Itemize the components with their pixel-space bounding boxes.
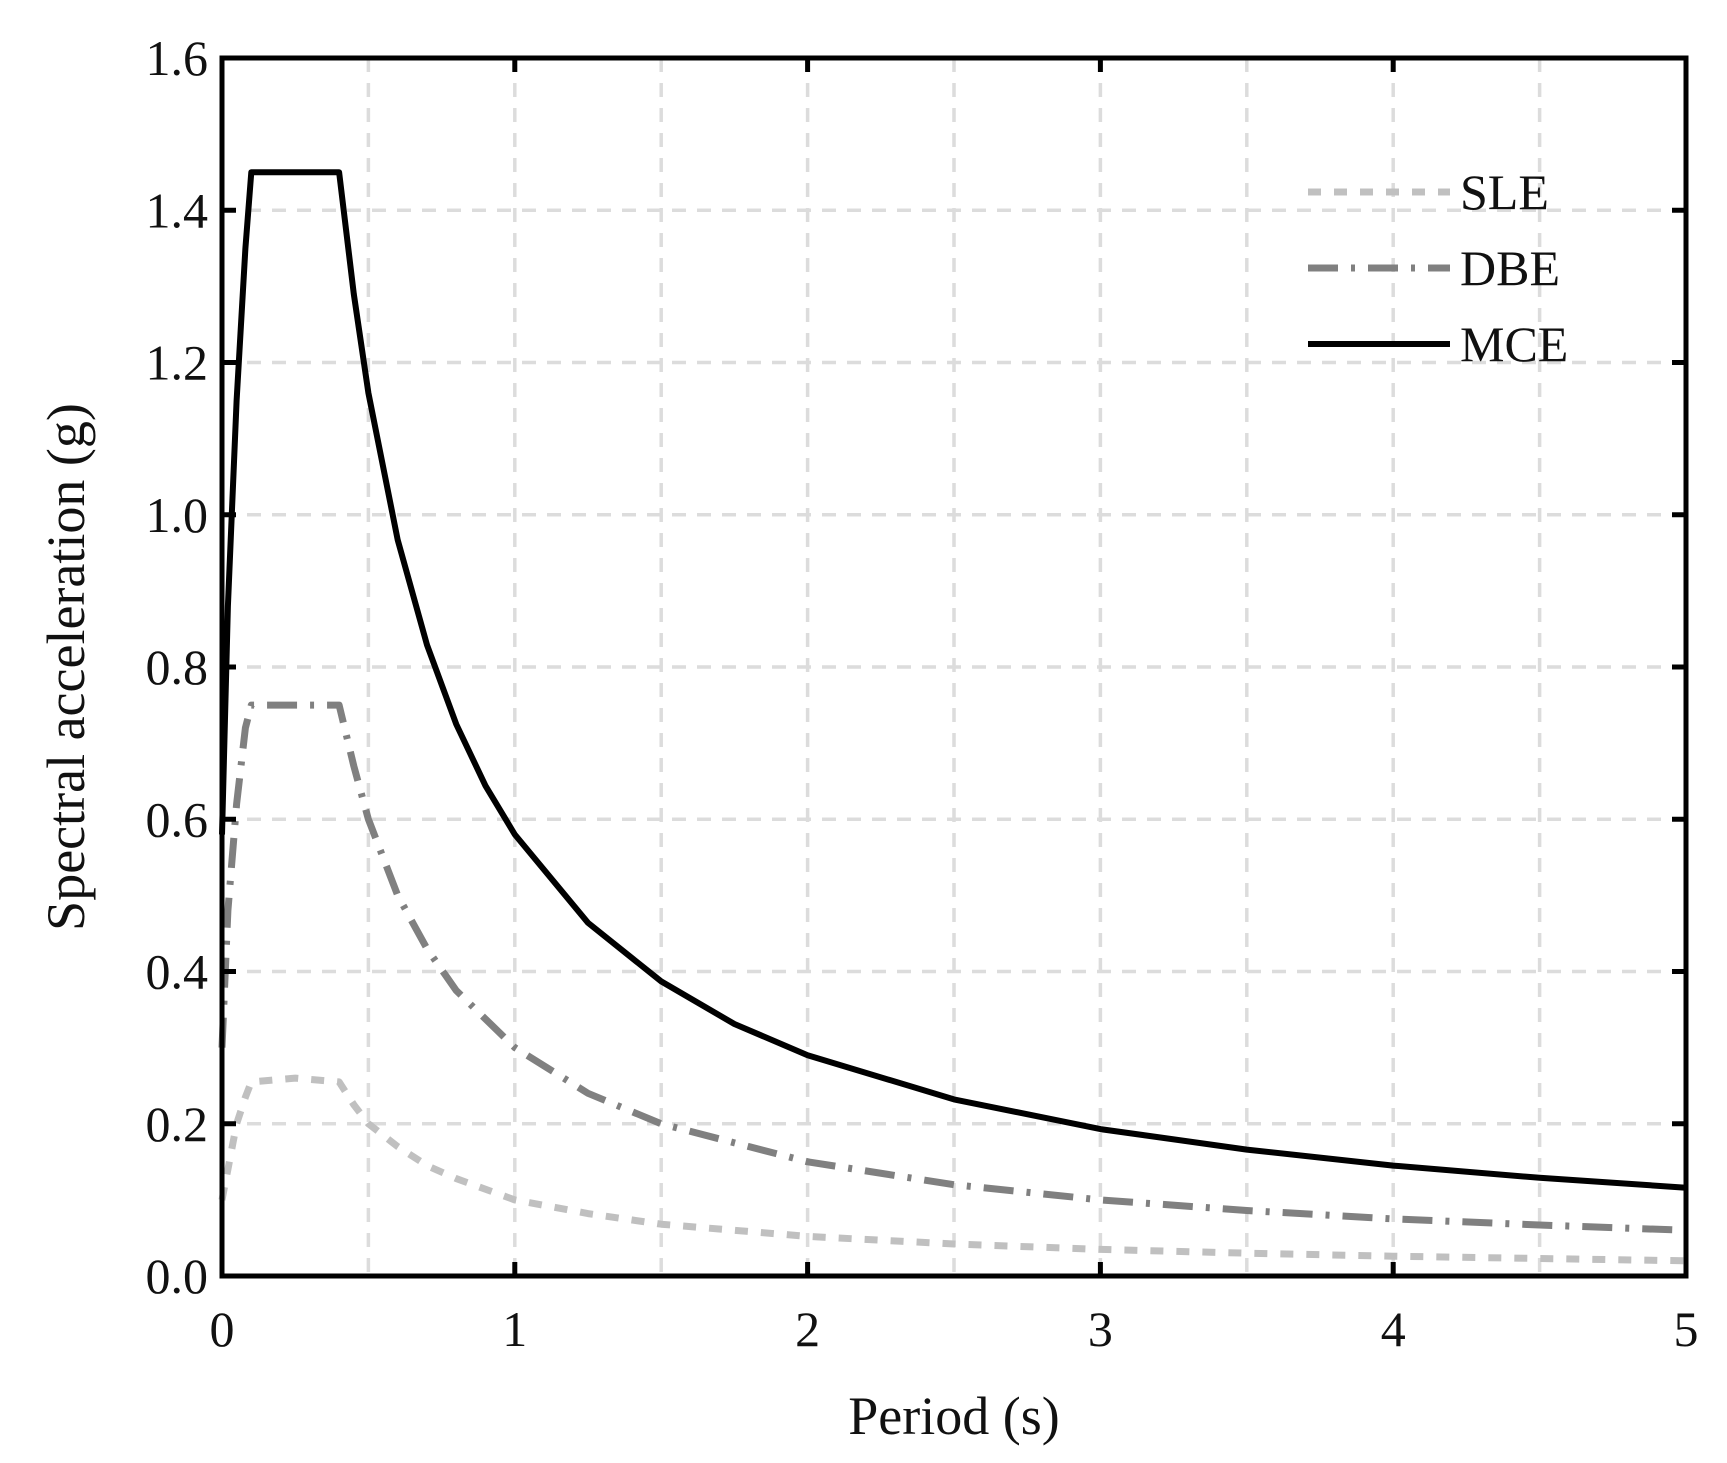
legend-label-dbe: DBE — [1460, 240, 1560, 296]
series-line-sle — [218, 1074, 1687, 1265]
legend: SLE DBE MCE — [1308, 164, 1568, 372]
x-tick-label-0: 0 — [210, 1301, 235, 1357]
y-tick-label-3: 0.6 — [146, 791, 209, 847]
x-tick-label-4: 4 — [1381, 1301, 1406, 1357]
y-axis-label: Spectral acceleration (g) — [36, 403, 96, 931]
y-tick-label-6: 1.2 — [146, 335, 209, 391]
series-line-dbe — [218, 701, 1687, 1234]
legend-label-sle: SLE — [1460, 164, 1549, 220]
y-tick-label-5: 1.0 — [146, 487, 209, 543]
series-line-mce — [219, 169, 1687, 1191]
y-tick-label-1: 0.2 — [146, 1096, 209, 1152]
y-tick-label-4: 0.8 — [146, 639, 209, 695]
y-tick-label-7: 1.4 — [146, 182, 209, 238]
tick-layer — [222, 58, 1686, 1276]
legend-label-mce: MCE — [1460, 316, 1568, 372]
x-tick-label-3: 3 — [1088, 1301, 1113, 1357]
x-tick-labels: 0 1 2 3 4 5 — [210, 1301, 1699, 1357]
grid-layer — [222, 58, 1686, 1276]
x-tick-label-1: 1 — [502, 1301, 527, 1357]
x-axis-label: Period (s) — [848, 1386, 1059, 1446]
y-tick-label-8: 1.6 — [146, 30, 209, 86]
series-layer — [218, 169, 1687, 1265]
x-tick-label-2: 2 — [795, 1301, 820, 1357]
y-tick-label-2: 0.4 — [146, 944, 209, 1000]
y-tick-labels: 0.0 0.2 0.4 0.6 0.8 1.0 1.2 1.4 1.6 — [146, 30, 209, 1304]
y-tick-label-0: 0.0 — [146, 1248, 209, 1304]
x-tick-label-5: 5 — [1674, 1301, 1699, 1357]
